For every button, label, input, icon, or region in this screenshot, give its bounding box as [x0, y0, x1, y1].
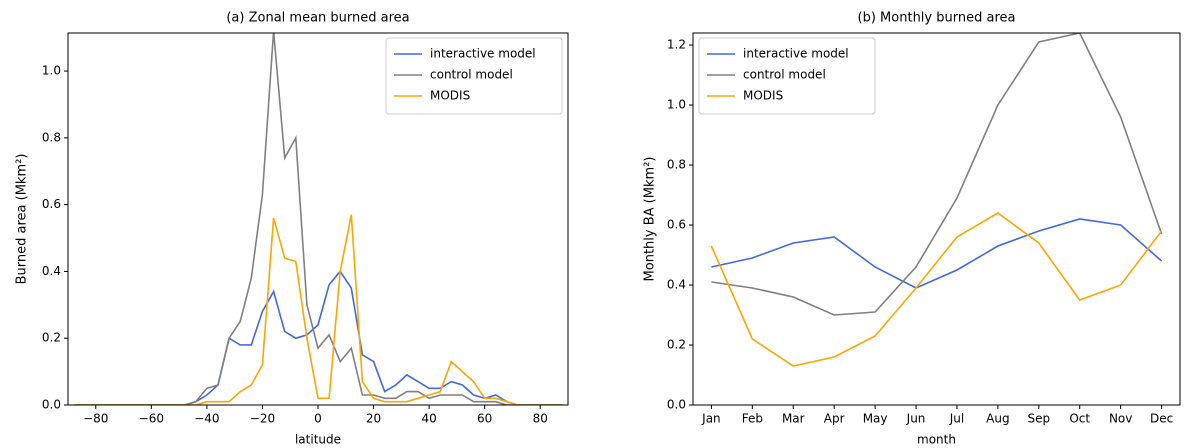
- legend-label: interactive model: [430, 47, 536, 61]
- x-axis-label: month: [917, 433, 956, 447]
- x-tick-label: Jun: [906, 412, 926, 426]
- y-tick-label: 0.2: [42, 331, 61, 345]
- series-line: [710, 212, 1163, 367]
- x-tick-label: Oct: [1069, 412, 1090, 426]
- x-tick-label: Jan: [701, 412, 721, 426]
- x-tick-label: Jul: [949, 412, 964, 426]
- plot-frame: [692, 32, 1181, 406]
- y-tick-label: 0.6: [42, 197, 61, 211]
- y-tick-label: 0.4: [42, 264, 61, 278]
- y-tick-label: 0.0: [667, 398, 686, 412]
- x-tick-label: Dec: [1150, 412, 1173, 426]
- x-tick-label: Nov: [1109, 412, 1132, 426]
- series-line: [73, 270, 563, 405]
- y-tick-label: 1.0: [667, 98, 686, 112]
- legend-box: [385, 37, 563, 115]
- series-line: [711, 218, 1163, 289]
- x-tick-label: Aug: [986, 412, 1009, 426]
- x-tick-label: −20: [250, 412, 275, 426]
- x-tick-label: 0: [314, 412, 322, 426]
- y-tick-label: 1.0: [42, 64, 61, 78]
- legend-box: [698, 37, 876, 115]
- y-tick-label: 0.8: [42, 130, 61, 144]
- chart-title: (b) Monthly burned area: [858, 11, 1016, 26]
- x-tick-label: 60: [477, 412, 492, 426]
- y-tick-label: 0.0: [42, 398, 61, 412]
- x-tick-label: 20: [366, 412, 381, 426]
- legend-label: control model: [743, 68, 826, 82]
- x-tick-label: 80: [533, 412, 548, 426]
- x-tick-label: 40: [421, 412, 436, 426]
- x-tick-label: −80: [83, 412, 108, 426]
- legend-label: control model: [430, 68, 513, 82]
- y-axis-label: Monthly BA (Mkm²): [643, 157, 658, 282]
- x-tick-label: Apr: [824, 412, 845, 426]
- plot-frame: [67, 32, 569, 406]
- series-line: [711, 33, 1163, 316]
- y-tick-label: 0.2: [667, 338, 686, 352]
- x-tick-label: Sep: [1027, 412, 1050, 426]
- legend-label: MODIS: [743, 89, 783, 103]
- x-tick-label: −60: [139, 412, 164, 426]
- y-tick-label: 0.8: [667, 158, 686, 172]
- x-tick-label: Feb: [742, 412, 763, 426]
- x-axis-label: latitude: [295, 433, 341, 447]
- x-tick-label: Mar: [782, 412, 805, 426]
- x-tick-label: −40: [194, 412, 219, 426]
- x-tick-label: May: [863, 412, 888, 426]
- legend-label: interactive model: [743, 47, 849, 61]
- series-line: [73, 33, 563, 405]
- y-tick-label: 0.4: [667, 278, 686, 292]
- y-axis-label: Burned area (Mkm²): [15, 154, 30, 285]
- y-tick-label: 1.2: [667, 38, 686, 52]
- chart-title: (a) Zonal mean burned area: [226, 11, 409, 26]
- legend-label: MODIS: [430, 89, 470, 103]
- series-line: [73, 214, 563, 405]
- y-tick-label: 0.6: [667, 218, 686, 232]
